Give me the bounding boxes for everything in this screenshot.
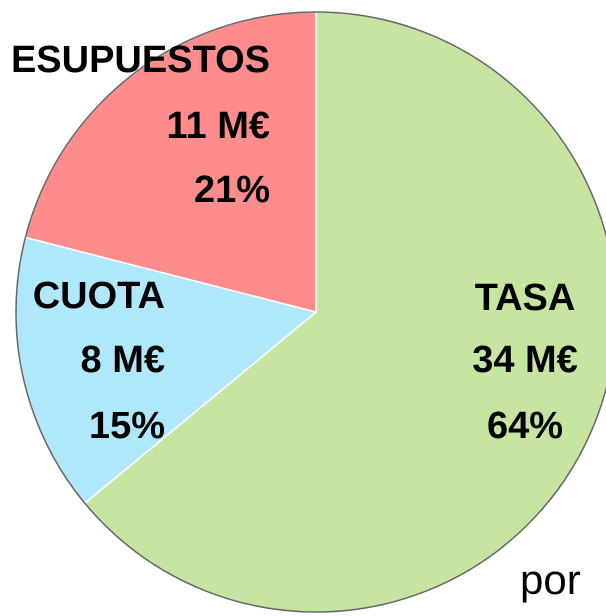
value-label: 15% xyxy=(89,405,165,447)
pie-outline xyxy=(15,11,606,613)
annotation: por xyxy=(520,556,581,603)
pie xyxy=(15,11,606,613)
category-label: TASA xyxy=(475,277,576,319)
value-label: 64% xyxy=(487,405,563,447)
amount-label: 34 M€ xyxy=(472,339,578,381)
category-label: CUOTA xyxy=(33,275,165,317)
category-label: ESUPUESTOS xyxy=(11,39,270,81)
amount-label: 11 M€ xyxy=(166,105,270,147)
value-label: 21% xyxy=(194,169,270,211)
amount-label: 8 M€ xyxy=(81,339,165,381)
